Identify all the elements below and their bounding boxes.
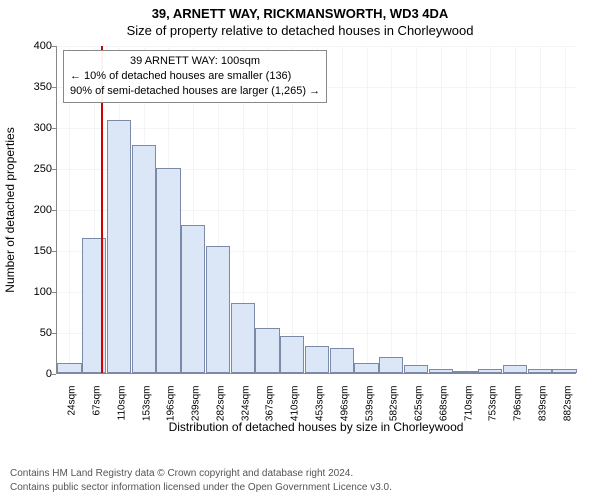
x-tick-label: 453sqm [315,386,326,422]
chart-title-line1: 39, ARNETT WAY, RICKMANSWORTH, WD3 4DA [0,0,600,21]
x-tick-label: 753sqm [488,386,499,422]
histogram-bar [404,365,428,373]
chart-area: Number of detached properties 39 ARNETT … [0,40,600,440]
y-tick-label: 50 [12,327,52,339]
x-tick-label: 882sqm [562,386,573,422]
x-tick-label: 668sqm [438,386,449,422]
y-tick-label: 100 [12,286,52,298]
histogram-bar [429,369,453,373]
x-tick-label: 67sqm [92,386,103,416]
x-tick-label: 839sqm [537,386,548,422]
histogram-bar [231,303,255,373]
histogram-bar [107,120,131,373]
histogram-bar [206,246,230,373]
x-tick-label: 539sqm [364,386,375,422]
footer-attribution: Contains HM Land Registry data © Crown c… [10,467,590,494]
x-tick-label: 282sqm [215,386,226,422]
footer-line2: Contains public sector information licen… [10,481,590,495]
histogram-bar [354,363,378,373]
histogram-bar [305,346,329,373]
x-tick-label: 367sqm [265,386,276,422]
histogram-bar [552,369,576,373]
x-tick-label: 410sqm [290,386,301,422]
x-tick-label: 24sqm [67,386,78,416]
annotation-line2: ← 10% of detached houses are smaller (13… [70,69,320,84]
annotation-box: 39 ARNETT WAY: 100sqm ← 10% of detached … [63,50,327,103]
histogram-bar [453,371,477,373]
x-tick-label: 324sqm [240,386,251,422]
histogram-bar [156,168,180,373]
x-tick-label: 496sqm [339,386,350,422]
histogram-bar [132,145,156,373]
x-tick-label: 239sqm [191,386,202,422]
x-tick-label: 796sqm [513,386,524,422]
histogram-bar [478,369,502,373]
plot-region: 39 ARNETT WAY: 100sqm ← 10% of detached … [56,46,576,374]
annotation-line1: 39 ARNETT WAY: 100sqm [70,54,320,69]
x-axis-label: Distribution of detached houses by size … [56,420,576,434]
x-tick-label: 582sqm [389,386,400,422]
x-tick-label: 110sqm [116,386,127,421]
histogram-bar [280,336,304,373]
y-tick-label: 250 [12,163,52,175]
y-tick-label: 350 [12,81,52,93]
footer-line1: Contains HM Land Registry data © Crown c… [10,467,590,481]
histogram-bar [528,369,552,373]
y-tick-label: 0 [12,368,52,380]
x-tick-label: 710sqm [463,386,474,422]
x-tick-label: 196sqm [166,386,177,422]
histogram-bar [379,357,403,373]
annotation-line3: 90% of semi-detached houses are larger (… [70,84,320,99]
histogram-bar [330,348,354,373]
histogram-bar [57,363,81,373]
y-tick-label: 300 [12,122,52,134]
y-tick-label: 400 [12,40,52,52]
histogram-bar [255,328,279,373]
y-tick-label: 150 [12,245,52,257]
histogram-bar [503,365,527,373]
x-tick-label: 153sqm [141,386,152,422]
histogram-bar [181,225,205,373]
chart-title-line2: Size of property relative to detached ho… [0,21,600,42]
x-tick-label: 625sqm [414,386,425,422]
y-tick-label: 200 [12,204,52,216]
